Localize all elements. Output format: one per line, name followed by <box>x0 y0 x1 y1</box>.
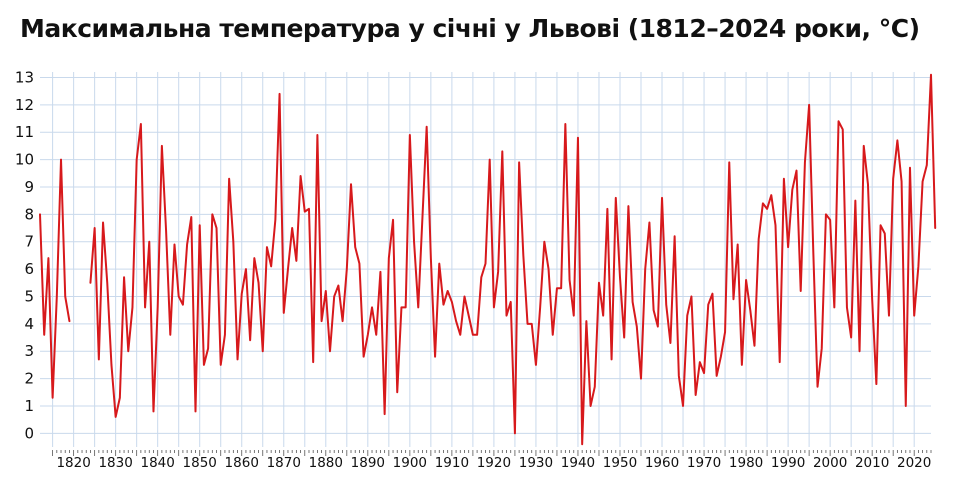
y-tick-label: 9 <box>24 178 34 196</box>
y-tick-label: 0 <box>24 424 34 442</box>
y-tick-label: 1 <box>24 397 34 415</box>
y-tick-label: 10 <box>15 151 34 169</box>
y-tick-label: 6 <box>24 260 34 278</box>
x-tick-label: 2010 <box>855 455 889 471</box>
x-tick-label: 2000 <box>813 455 847 471</box>
x-tick-label: 1970 <box>687 455 721 471</box>
x-tick-label: 1860 <box>225 455 259 471</box>
x-tick-label: 1840 <box>140 455 174 471</box>
x-tick-label: 1910 <box>435 455 469 471</box>
y-tick-label: 11 <box>15 123 34 141</box>
y-tick-label: 3 <box>24 342 34 360</box>
x-tick-label: 1950 <box>603 455 637 471</box>
x-tick-label: 1830 <box>98 455 132 471</box>
x-tick-label: 1920 <box>477 455 511 471</box>
x-axis-tick-labels: 1820 1830 1840 1850 1860 1870 1880 1890 1900 1910… <box>56 455 931 471</box>
x-tick-label: 2020 <box>897 455 931 471</box>
series-line <box>39 158 71 399</box>
x-tick-label: 1960 <box>645 455 679 471</box>
x-tick-label: 1900 <box>393 455 427 471</box>
x-tick-label: 1850 <box>183 455 217 471</box>
x-tick-label: 1940 <box>561 455 595 471</box>
x-tick-label: 1870 <box>267 455 301 471</box>
x-tick-label: 1820 <box>56 455 90 471</box>
x-tick-label: 1890 <box>351 455 385 471</box>
series-line <box>89 73 937 446</box>
y-tick-label: 12 <box>15 96 34 114</box>
x-tick-label: 1930 <box>519 455 553 471</box>
y-tick-label: 8 <box>24 205 34 223</box>
y-tick-label: 4 <box>24 315 34 333</box>
chart-title: Максимальна температура у січні у Львові… <box>20 14 920 43</box>
x-tick-label: 1980 <box>729 455 763 471</box>
y-tick-label: 7 <box>24 233 34 251</box>
x-tick-label: 1990 <box>771 455 805 471</box>
series-lines <box>39 73 937 446</box>
y-tick-label: 13 <box>15 68 34 86</box>
x-tick-label: 1880 <box>309 455 343 471</box>
y-tick-label: 2 <box>24 370 34 388</box>
y-tick-label: 5 <box>24 287 34 305</box>
